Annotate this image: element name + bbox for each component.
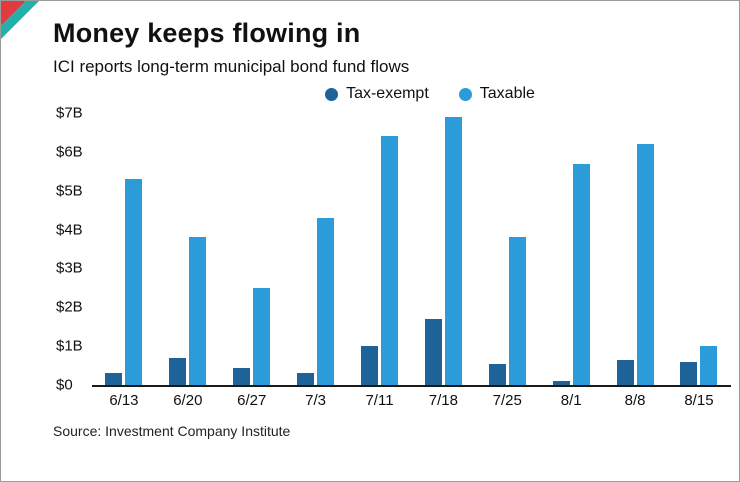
page-title: Money keeps flowing in	[53, 18, 361, 48]
y-tick-label: $6B	[56, 143, 83, 161]
bar-tax-exempt	[616, 359, 634, 385]
x-tick-label: 6/20	[173, 392, 203, 409]
bar-taxable	[700, 346, 718, 385]
legend-item-tax-exempt: Tax-exempt	[325, 85, 429, 103]
plot-area	[92, 113, 731, 387]
x-tick-label: 7/25	[492, 392, 522, 409]
x-tick-label: 8/15	[684, 392, 714, 409]
bar-group	[552, 113, 590, 385]
bar-group	[233, 113, 271, 385]
bar-taxable	[317, 217, 335, 385]
bar-group	[297, 113, 335, 385]
x-axis: 6/13 6/20 6/27 7/3 7/11 7/18 7/25 8/1 8/8 8/15	[92, 387, 731, 409]
corner-brand-decoration	[1, 1, 39, 39]
bar-taxable	[444, 116, 462, 385]
bar-taxable	[189, 237, 207, 385]
x-tick-label: 6/13	[109, 392, 139, 409]
bar-group	[680, 113, 718, 385]
plot-column: 6/13 6/20 6/27 7/3 7/11 7/18 7/25 8/1 8/8 8/15	[92, 113, 731, 409]
bar-tax-exempt	[233, 367, 251, 385]
legend-label-taxable: Taxable	[479, 85, 535, 102]
x-tick-label: 6/27	[237, 392, 267, 409]
y-tick-label: $4B	[56, 221, 83, 239]
bar-tax-exempt	[488, 363, 506, 385]
page-subtitle: ICI reports long-term municipal bond fun…	[53, 57, 410, 76]
bar-taxable	[572, 163, 590, 385]
y-axis: $0 $1B $2B $3B $4B $5B $6B $7B	[56, 106, 92, 393]
x-tick-label: 7/18	[428, 392, 458, 409]
legend-item-taxable: Taxable	[458, 85, 535, 103]
bar-taxable	[253, 287, 271, 385]
y-tick-label: $7B	[56, 104, 83, 122]
chart-body: $0 $1B $2B $3B $4B $5B $6B $7B 6/13 6/20 6/27 7/3 7…	[56, 106, 731, 409]
corner-teal-band	[1, 1, 39, 39]
bar-group	[616, 113, 654, 385]
x-tick-label: 7/11	[365, 392, 394, 409]
x-tick-label: 7/3	[305, 392, 327, 409]
legend-label-tax-exempt: Tax-exempt	[346, 85, 429, 102]
bar-taxable	[636, 144, 654, 385]
y-tick-label: $0	[56, 376, 73, 394]
bar-tax-exempt	[105, 373, 123, 385]
bar-tax-exempt	[361, 346, 378, 385]
bar-tax-exempt	[424, 318, 442, 385]
bar-tax-exempt	[552, 381, 570, 385]
x-tick-label: 8/1	[560, 392, 582, 409]
bar-taxable	[125, 179, 143, 385]
bar-taxable	[381, 136, 398, 385]
bar-group	[488, 113, 526, 385]
tax-exempt-dot-icon	[325, 87, 339, 101]
y-tick-label: $1B	[56, 337, 83, 355]
bar-taxable	[508, 237, 526, 385]
y-tick-label: $5B	[56, 182, 83, 200]
y-tick-label: $2B	[56, 298, 83, 316]
bar-group	[361, 113, 398, 385]
chart-legend: Tax-exempt Taxable	[121, 83, 739, 105]
taxable-dot-icon	[458, 87, 472, 101]
x-tick-label: 8/8	[624, 392, 646, 409]
bar-group	[424, 113, 462, 385]
bar-group	[169, 113, 207, 385]
bar-tax-exempt	[680, 361, 698, 385]
y-tick-label: $3B	[56, 259, 83, 277]
bar-tax-exempt	[297, 373, 315, 385]
bar-group	[105, 113, 143, 385]
source-attribution: Source: Investment Company Institute	[53, 423, 291, 439]
bar-tax-exempt	[169, 357, 187, 385]
